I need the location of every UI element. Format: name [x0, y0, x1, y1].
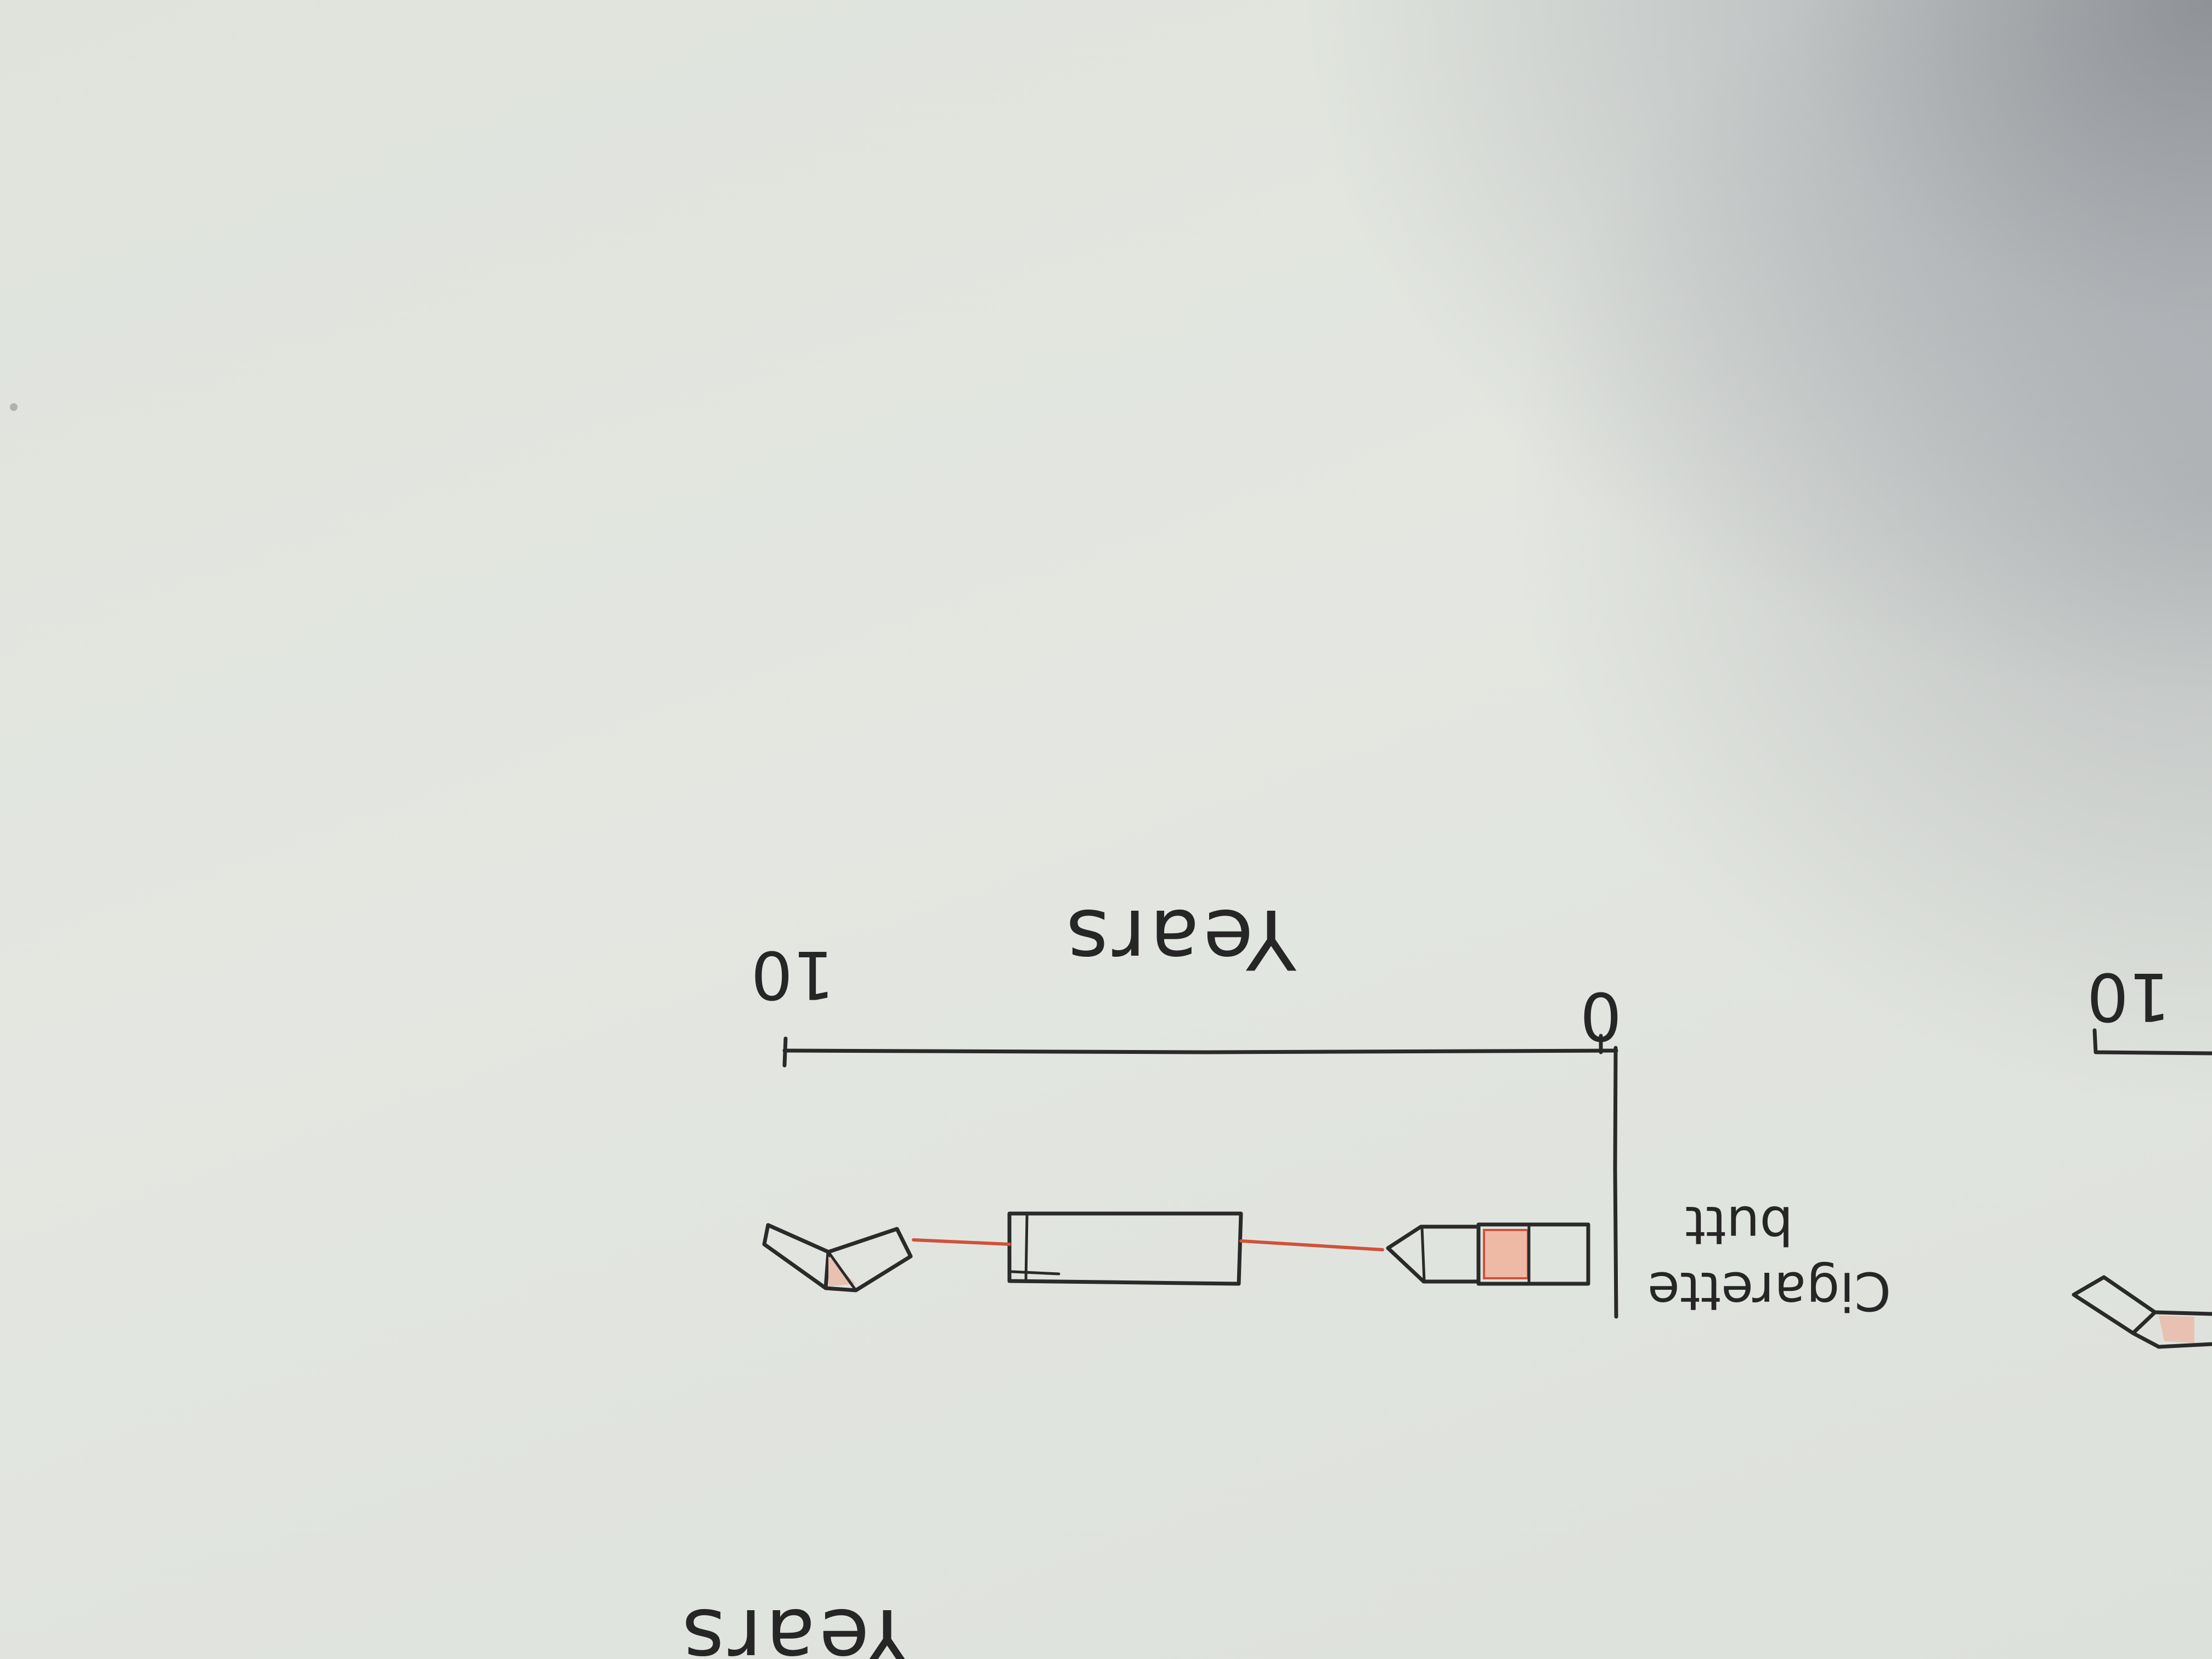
axis-label-10: 10 [751, 936, 835, 1012]
adjacent-axis [2092, 1028, 2212, 1056]
paper-speck [10, 403, 18, 411]
item-label-line2: butt [1685, 1194, 1793, 1256]
bottom-axis-title-partial: Years [679, 1590, 913, 1659]
axis-title-years: Years [1063, 891, 1297, 986]
butt-stage-intact [1386, 1222, 1590, 1286]
timeline-horizontal-axis [782, 1048, 1618, 1054]
timeline-vertical-axis [1613, 1046, 1618, 1319]
butt-stage-bent [762, 1223, 913, 1293]
adjacent-axis-label-10: 10 [2087, 958, 2171, 1034]
adjacent-butt-stage-bent [2072, 1275, 2212, 1349]
connector-line-1 [1239, 1239, 1384, 1251]
butt-stage-flattened [1007, 1211, 1243, 1286]
item-label-line1: Cigarette [1647, 1260, 1891, 1322]
connector-line-2 [912, 1238, 1011, 1246]
axis-tick-10 [782, 1036, 788, 1068]
adjacent-panel: 10 [2072, 958, 2212, 1349]
timeline-panel: Years 0 10 Cigarette butt [751, 891, 1891, 1322]
axis-label-0: 0 [1580, 977, 1622, 1053]
